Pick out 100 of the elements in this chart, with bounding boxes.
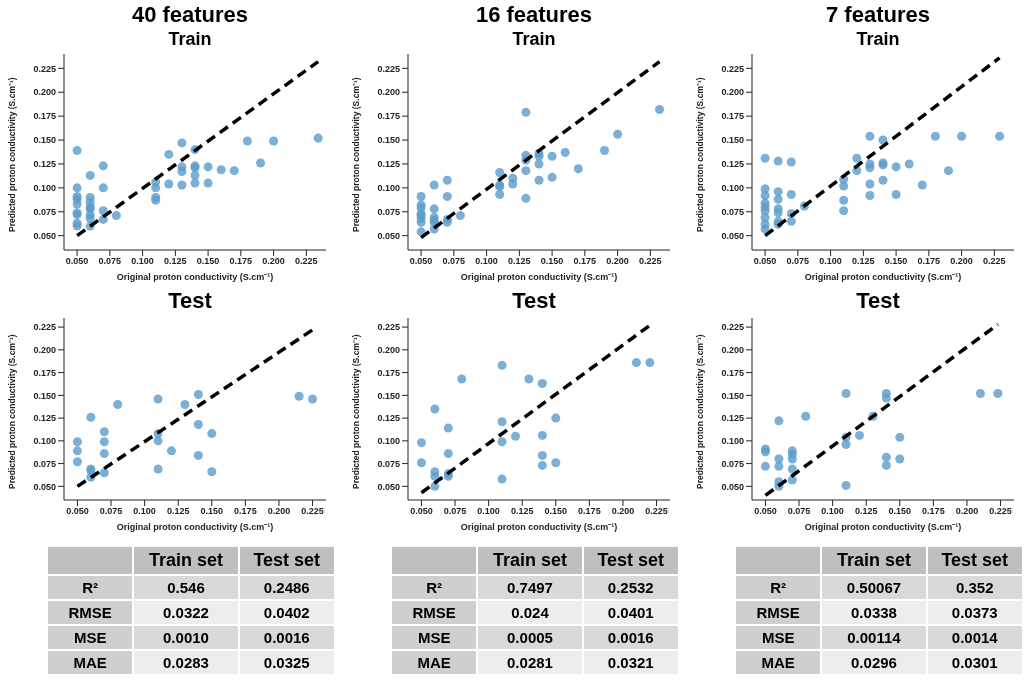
x-tick-label: 0.225 (645, 506, 668, 517)
x-tick-label: 0.225 (295, 256, 318, 267)
data-label: 0.50067 (821, 575, 927, 600)
y-tick-label: 0.075 (33, 458, 56, 469)
data-label: 0.0005 (477, 625, 583, 650)
chart-subtitle: Train (167, 28, 213, 50)
x-tick-label: 0.225 (983, 256, 1006, 267)
x-tick-label: 0.150 (196, 256, 220, 267)
y-tick-label: 0.150 (377, 390, 400, 401)
y-axis-title: Predicted proton conductivity (S.cm⁻¹) (7, 77, 18, 232)
series-label: Train set (821, 546, 927, 575)
data-label: 0.546 (133, 575, 239, 600)
x-axis-title: Original proton conductivity (S.cm⁻¹) (460, 522, 618, 532)
data-label: 0.7497 (477, 575, 583, 600)
y-axis-title: Predicted proton conductivity (S.cm⁻¹) (7, 334, 18, 489)
y-tick-label: 0.100 (721, 183, 744, 194)
y-tick-label: 0.075 (33, 206, 56, 217)
series-label: Test set (582, 546, 679, 575)
x-tick-label: 0.050 (754, 506, 777, 517)
y-tick-label: 0.075 (377, 206, 400, 217)
x-tick-label: 0.050 (66, 506, 89, 517)
y-tick-label: 0.050 (33, 230, 56, 241)
x-tick-label: 0.075 (442, 256, 466, 267)
data-label: 0.0283 (133, 650, 239, 675)
x-tick-label: 0.125 (164, 256, 187, 267)
category-label: RMSE (47, 600, 134, 625)
data-label: 0.00114 (821, 625, 927, 650)
y-tick-label: 0.125 (721, 159, 744, 170)
y-tick-label: 0.175 (721, 111, 744, 122)
series-label: Test set (926, 546, 1023, 575)
y-tick-label: 0.125 (33, 159, 56, 170)
series-label: Test set (238, 546, 335, 575)
x-tick-label: 0.075 (99, 506, 123, 517)
x-tick-label: 0.125 (508, 256, 531, 267)
y-tick-label: 0.225 (721, 63, 744, 74)
chart-title: 16 features (474, 2, 594, 28)
x-tick-label: 0.200 (611, 506, 635, 517)
category-label: RMSE (391, 600, 478, 625)
x-axis-title: Original proton conductivity (S.cm⁻¹) (116, 522, 274, 532)
y-tick-label: 0.200 (377, 87, 400, 98)
series-label: Train set (133, 546, 239, 575)
chart-title: Test (511, 288, 557, 314)
x-tick-label: 0.075 (443, 506, 467, 517)
y-tick-label: 0.075 (721, 458, 744, 469)
category-label: RMSE (735, 600, 822, 625)
category-label: MSE (391, 625, 478, 650)
y-tick-label: 0.150 (721, 135, 744, 146)
y-tick-label: 0.150 (377, 135, 400, 146)
y-tick-label: 0.100 (377, 436, 400, 447)
x-tick-label: 0.150 (888, 506, 912, 517)
y-tick-label: 0.225 (377, 322, 400, 333)
category-label: R² (391, 575, 478, 600)
y-tick-label: 0.050 (721, 230, 744, 241)
x-tick-label: 0.200 (262, 256, 285, 267)
x-tick-label: 0.050 (409, 256, 433, 267)
data-label: 0.0016 (238, 625, 335, 650)
y-tick-label: 0.050 (33, 481, 56, 492)
category-label: MAE (47, 650, 134, 675)
chart-title: 40 features (130, 2, 250, 28)
x-tick-label: 0.200 (950, 256, 973, 267)
x-tick-label: 0.175 (578, 506, 601, 517)
x-tick-label: 0.225 (989, 506, 1012, 517)
category-label: MSE (735, 625, 822, 650)
x-tick-label: 0.200 (955, 506, 979, 517)
x-tick-label: 0.200 (267, 506, 291, 517)
x-tick-label: 0.150 (540, 256, 564, 267)
y-tick-label: 0.150 (721, 390, 744, 401)
x-axis-title: Original proton conductivity (S.cm⁻¹) (804, 522, 962, 532)
x-tick-label: 0.125 (166, 506, 190, 517)
y-axis-title: Predicted proton conductivity (S.cm⁻¹) (351, 334, 362, 489)
data-label: 0.0296 (821, 650, 927, 675)
y-tick-label: 0.050 (377, 230, 400, 241)
y-tick-label: 0.075 (377, 458, 400, 469)
chart-title: Test (855, 288, 901, 314)
y-tick-label: 0.200 (377, 345, 400, 356)
data-label: 0.2532 (582, 575, 679, 600)
data-label: 0.0401 (582, 600, 679, 625)
x-tick-label: 0.175 (922, 506, 945, 517)
chart-subtitle: Train (511, 28, 557, 50)
x-tick-label: 0.100 (477, 506, 500, 517)
data-label: 0.352 (926, 575, 1023, 600)
y-tick-label: 0.200 (33, 87, 56, 98)
y-tick-label: 0.075 (721, 206, 744, 217)
y-tick-label: 0.100 (33, 436, 56, 447)
x-tick-label: 0.200 (606, 256, 629, 267)
y-tick-label: 0.125 (721, 413, 744, 424)
chart-title: 7 features (825, 2, 931, 28)
x-tick-label: 0.075 (787, 506, 811, 517)
x-axis-title: Original proton conductivity (S.cm⁻¹) (804, 272, 962, 282)
x-tick-label: 0.100 (819, 256, 842, 267)
y-tick-label: 0.200 (721, 87, 744, 98)
y-tick-label: 0.225 (33, 322, 56, 333)
y-tick-label: 0.175 (33, 367, 56, 378)
data-label: 0.0321 (582, 650, 679, 675)
category-label: MSE (47, 625, 134, 650)
data-label: 0.0322 (133, 600, 239, 625)
x-tick-label: 0.050 (65, 256, 89, 267)
x-tick-label: 0.100 (133, 506, 156, 517)
y-tick-label: 0.125 (377, 413, 400, 424)
category-label: R² (735, 575, 822, 600)
